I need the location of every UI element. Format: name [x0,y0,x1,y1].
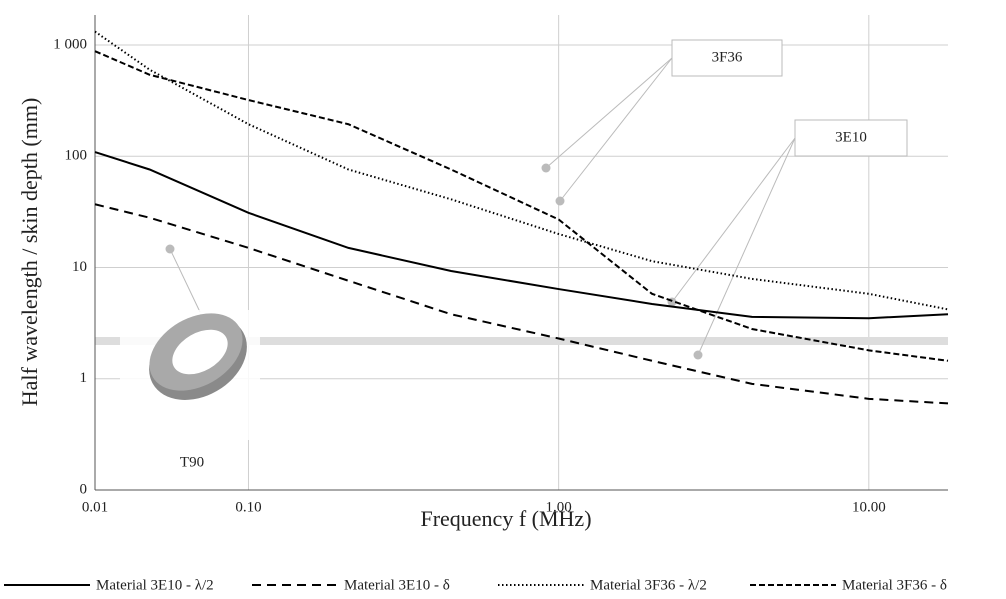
annotation: 3F36 [712,49,743,65]
y-tick-label: 0 [80,481,88,497]
annotation: 3E10 [835,129,867,145]
callout-box [671,39,783,77]
y-axis-title: Half wavelength / skin depth (mm) [17,98,42,407]
legend-label: Material 3E10 - δ [344,577,450,593]
legend-label: Material 3F36 - λ/2 [590,577,707,593]
legend-label: Material 3E10 - λ/2 [96,577,214,593]
x-tick-label: 1.00 [546,499,572,515]
series-line [94,151,949,320]
y-tick-label: 1 000 [53,36,87,52]
series-line [94,50,949,362]
series-line [94,203,949,405]
leaders [169,57,796,356]
ring-icon [120,310,260,440]
y-tick-label: 10 [72,259,87,275]
x-tick-label: 0.01 [82,499,108,515]
legend-label: Material 3F36 - δ [842,577,947,593]
x-axis-title: Frequency f (MHz) [420,506,591,531]
y-tick-label: 1 [80,370,88,386]
x-tick-label: 0.10 [235,499,261,515]
plot: 0 1 10 100 1 000 0.01 0.10 1.00 10.00 Material 3E… [4,15,949,593]
callout-box [794,119,908,157]
annotation: T90 [180,454,204,470]
y-tick-label: 100 [65,148,88,164]
x-tick-label: 10.00 [852,499,886,515]
series-line [94,30,949,311]
band [95,337,948,345]
